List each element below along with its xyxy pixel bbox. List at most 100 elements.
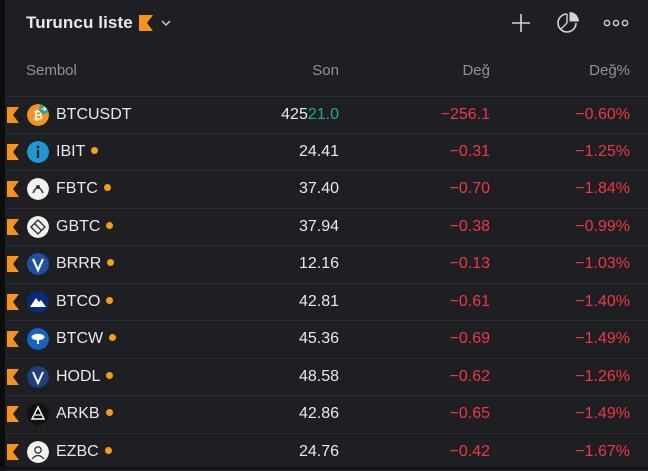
change-value: −0.42 [450, 443, 490, 461]
market-status-dot [107, 259, 114, 266]
invesco-logo-icon [27, 291, 49, 313]
wisdomtree-logo-icon [27, 328, 49, 350]
ark-logo-icon [27, 403, 49, 425]
watchlist-header: Turuncu liste [5, 0, 648, 46]
change-value: −0.31 [450, 143, 490, 161]
change-value: −0.65 [450, 405, 490, 423]
symbol-text: GBTC [56, 218, 100, 235]
symbol-text: BTCO [56, 293, 100, 310]
change-value: −0.13 [450, 255, 490, 273]
more-options-button[interactable] [603, 10, 629, 36]
column-headers: Sembol Son Değ Değ% [5, 60, 648, 82]
change-percent: −1.84% [575, 180, 630, 198]
orange-flag-icon[interactable] [7, 144, 19, 160]
column-header-last[interactable]: Son [312, 62, 339, 79]
market-status-dot [106, 409, 113, 416]
orange-flag-icon[interactable] [7, 181, 19, 197]
symbol-name: BTCW [56, 330, 116, 348]
last-price: 45.36 [299, 330, 339, 348]
watchlist-row[interactable]: HODL 48.58 −0.62 −1.26% [5, 359, 648, 397]
grayscale-logo-icon [27, 216, 49, 238]
watchlist-rows: ₿ BTCUSDT 42521.0 −256.1 −0.60% IBIT 24.… [5, 96, 648, 471]
symbol-text: IBIT [56, 143, 85, 160]
symbol-text: EZBC [56, 443, 99, 460]
orange-flag-icon[interactable] [7, 256, 19, 272]
watchlist-row[interactable]: BRRR 12.16 −0.13 −1.03% [5, 246, 648, 284]
add-symbol-button[interactable] [508, 10, 534, 36]
valkyrie-logo-icon [27, 253, 49, 275]
orange-flag-icon[interactable] [7, 294, 19, 310]
column-header-symbol[interactable]: Sembol [26, 62, 77, 79]
orange-flag-icon[interactable] [7, 331, 19, 347]
change-percent: −1.49% [575, 330, 630, 348]
orange-flag-icon[interactable] [7, 107, 19, 123]
change-value: −0.62 [450, 368, 490, 386]
watchlist-panel: Turuncu liste [5, 0, 648, 467]
last-price: 12.16 [299, 255, 339, 273]
market-status-dot [106, 297, 113, 304]
advanced-view-button[interactable] [555, 10, 581, 36]
orange-flag-icon[interactable] [7, 444, 19, 460]
change-percent: −1.40% [575, 293, 630, 311]
watchlist-selector[interactable]: Turuncu liste [26, 12, 171, 34]
symbol-name: BTCUSDT [56, 106, 132, 124]
change-value: −0.38 [450, 218, 490, 236]
change-percent: −0.99% [575, 218, 630, 236]
symbol-name: EZBC [56, 443, 112, 461]
symbol-text: FBTC [56, 180, 98, 197]
symbol-text: ARKB [56, 405, 100, 422]
market-status-dot [106, 372, 113, 379]
last-price: 24.76 [299, 443, 339, 461]
market-status-dot [104, 184, 111, 191]
watchlist-row[interactable]: GBTC 37.94 −0.38 −0.99% [5, 209, 648, 247]
orange-flag-icon[interactable] [7, 406, 19, 422]
orange-flag-icon[interactable] [7, 369, 19, 385]
change-value: −0.61 [450, 293, 490, 311]
change-percent: −1.25% [575, 143, 630, 161]
symbol-name: BTCO [56, 293, 113, 311]
last-price: 42.81 [299, 293, 339, 311]
orange-flag-icon [139, 15, 153, 31]
column-header-change[interactable]: Değ [462, 62, 490, 79]
orange-flag-icon[interactable] [7, 219, 19, 235]
market-status-dot [91, 147, 98, 154]
watchlist-row[interactable]: IBIT 24.41 −0.31 −1.25% [5, 134, 648, 172]
change-value: −256.1 [441, 106, 490, 124]
symbol-name: IBIT [56, 143, 98, 161]
symbol-name: BRRR [56, 255, 114, 273]
vaneck-logo-icon [27, 366, 49, 388]
change-percent: −1.03% [575, 255, 630, 273]
last-price: 48.58 [299, 368, 339, 386]
market-status-dot [106, 222, 113, 229]
last-price: 24.41 [299, 143, 339, 161]
last-price: 37.40 [299, 180, 339, 198]
symbol-text: HODL [56, 368, 100, 385]
last-price-highlight: 21.0 [308, 106, 339, 123]
change-percent: −1.67% [575, 443, 630, 461]
market-status-dot [105, 447, 112, 454]
watchlist-title: Turuncu liste [26, 13, 133, 33]
change-percent: −1.49% [575, 405, 630, 423]
watchlist-row[interactable]: ARKB 42.86 −0.65 −1.49% [5, 396, 648, 434]
symbol-name: HODL [56, 368, 113, 386]
symbol-text: BTCW [56, 330, 103, 347]
change-percent: −0.60% [575, 106, 630, 124]
change-value: −0.69 [450, 330, 490, 348]
watchlist-row[interactable]: FBTC 37.40 −0.70 −1.84% [5, 171, 648, 209]
symbol-text: BRRR [56, 255, 101, 272]
watchlist-row[interactable]: BTCW 45.36 −0.69 −1.49% [5, 321, 648, 359]
bitcoin-logo-icon: ₿ [27, 104, 49, 126]
more-icon [603, 18, 629, 28]
market-status-dot [109, 334, 116, 341]
symbol-name: ARKB [56, 405, 113, 423]
watchlist-row[interactable]: ₿ BTCUSDT 42521.0 −256.1 −0.60% [5, 96, 648, 134]
column-header-change-pct[interactable]: Değ% [589, 62, 630, 79]
change-value: −0.70 [450, 180, 490, 198]
symbol-name: GBTC [56, 218, 113, 236]
symbol-name: FBTC [56, 180, 111, 198]
last-price: 42.86 [299, 405, 339, 423]
watchlist-row[interactable]: EZBC 24.76 −0.42 −1.67% [5, 434, 648, 471]
ishares-logo-icon [27, 141, 49, 163]
watchlist-row[interactable]: BTCO 42.81 −0.61 −1.40% [5, 284, 648, 322]
chevron-down-icon [161, 18, 171, 28]
